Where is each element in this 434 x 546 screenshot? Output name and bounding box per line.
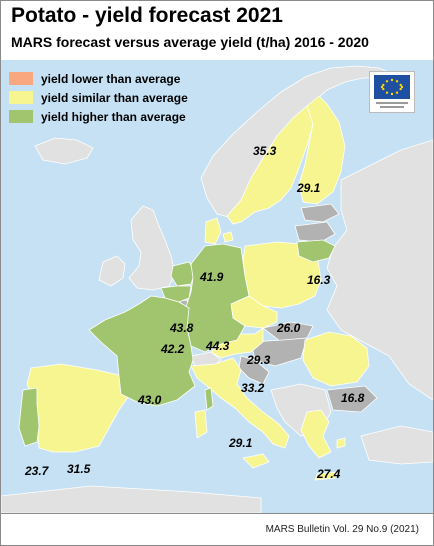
value-label-lithuania: 16.3	[307, 273, 331, 287]
value-label-czechia: 29.3	[246, 353, 271, 367]
legend-item: yield lower than average	[9, 69, 199, 88]
value-label-austria: 33.2	[241, 381, 265, 395]
value-label-belgium: 42.2	[160, 342, 185, 356]
legend-swatch-similar	[9, 91, 33, 104]
value-label-poland: 26.0	[276, 321, 301, 335]
eu-yield-similar	[26, 95, 370, 481]
legend-item: yield similar than average	[9, 88, 199, 107]
region-value-labels: 35.3 29.1 41.9 16.3 43.8 42.2 44.3 26.0 …	[24, 144, 365, 481]
value-label-sweden: 35.3	[253, 144, 277, 158]
map-title: Potato - yield forecast 2021	[11, 4, 283, 27]
value-label-italy: 29.1	[228, 436, 253, 450]
eu-yield-higher	[18, 239, 336, 447]
map-legend: yield lower than average yield similar t…	[9, 69, 199, 126]
source-citation: MARS Bulletin Vol. 29 No.9 (2021)	[265, 524, 419, 535]
non-eu-land	[1, 65, 433, 513]
map-footer: MARS Bulletin Vol. 29 No.9 (2021)	[1, 513, 433, 545]
legend-label: yield higher than average	[41, 109, 186, 124]
legend-swatch-higher	[9, 110, 33, 123]
legend-label: yield lower than average	[41, 71, 181, 86]
value-label-finland: 29.1	[296, 181, 321, 195]
map-subtitle: MARS forecast versus average yield (t/ha…	[11, 34, 369, 50]
value-label-denmark: 41.9	[199, 270, 224, 284]
eu-no-forecast	[179, 203, 378, 413]
value-label-greece: 27.4	[316, 467, 341, 481]
legend-label: yield similar than average	[41, 90, 188, 105]
eu-flag-icon	[369, 71, 415, 113]
europe-map: 35.3 29.1 41.9 16.3 43.8 42.2 44.3 26.0 …	[1, 60, 433, 513]
value-label-france: 43.0	[137, 393, 162, 407]
legend-item: yield higher than average	[9, 107, 199, 126]
legend-swatch-lower	[9, 72, 33, 85]
value-label-romania: 16.8	[341, 391, 365, 405]
value-label-portugal: 23.7	[24, 464, 50, 478]
value-label-netherlands: 43.8	[169, 321, 194, 335]
value-label-germany: 44.3	[205, 339, 230, 353]
value-label-spain: 31.5	[67, 462, 91, 476]
